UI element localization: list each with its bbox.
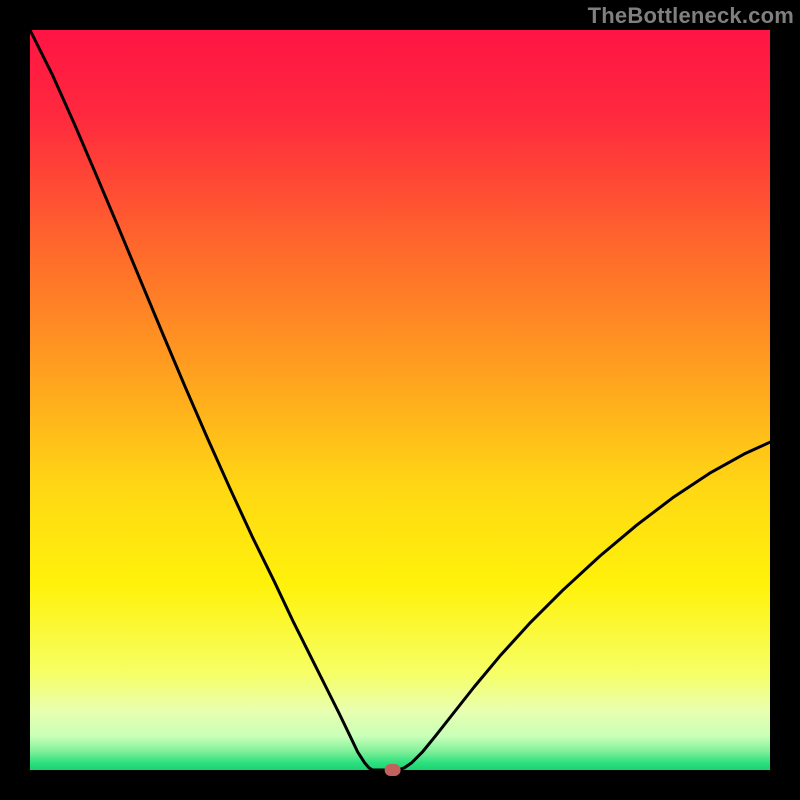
optimal-point-marker <box>385 764 401 776</box>
watermark-text: TheBottleneck.com <box>588 0 800 29</box>
plot-background <box>30 30 770 770</box>
